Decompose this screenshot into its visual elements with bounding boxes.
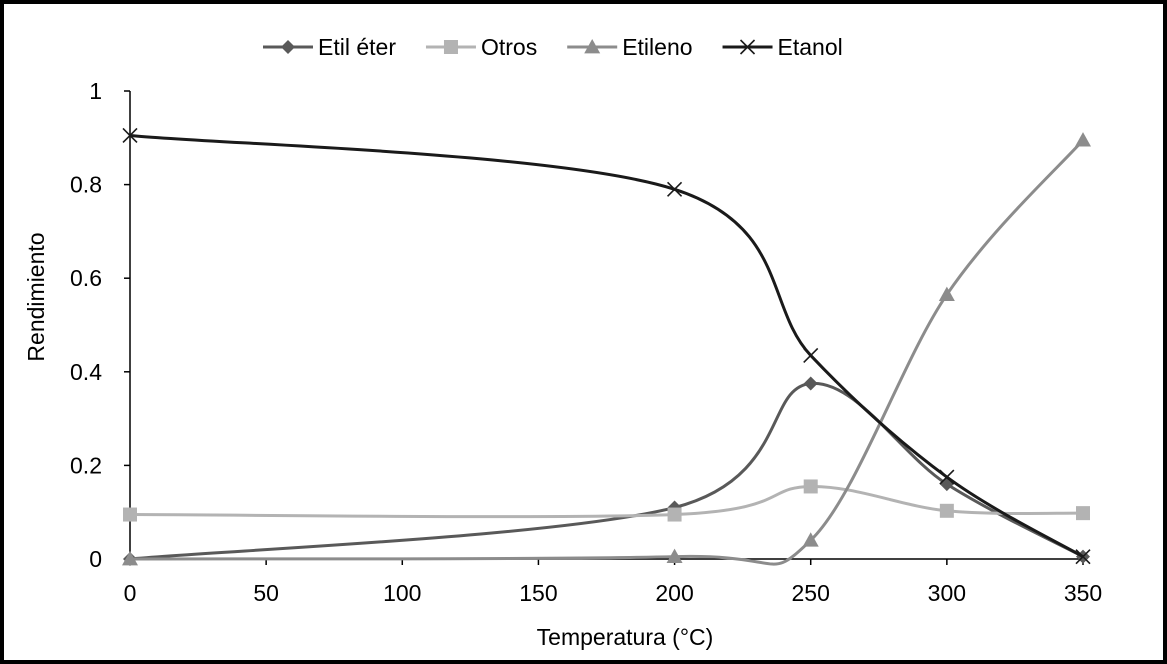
data-point-etil-ter <box>803 376 818 391</box>
legend-marker-etileno <box>584 39 601 54</box>
x-tick-label: 0 <box>124 580 137 606</box>
data-point-otros <box>123 507 137 522</box>
legend-marker-etanol <box>739 39 756 55</box>
legend-item-etileno: Etileno <box>567 34 693 60</box>
data-point-otros <box>667 507 682 522</box>
data-point-etanol <box>803 347 819 363</box>
y-tick-label: 0.8 <box>70 172 102 198</box>
data-point-etanol <box>122 127 138 144</box>
legend-label-etileno: Etileno <box>622 34 692 60</box>
x-tick-label: 250 <box>792 580 830 606</box>
data-point-otros <box>939 503 954 518</box>
legend: Etil éter Otros Etileno Etanol <box>263 34 843 60</box>
legend-marker-etil-ter <box>281 40 295 54</box>
series-line-etil-ter <box>129 381 1084 561</box>
legend-label-otros: Otros <box>481 34 537 60</box>
data-point-etanol <box>1075 549 1091 565</box>
y-tick-label: 0 <box>89 546 102 572</box>
series-line-otros <box>129 484 1084 519</box>
data-point-etileno <box>938 286 955 301</box>
data-point-etileno <box>666 548 683 564</box>
y-tick-label: 0.6 <box>70 265 102 291</box>
legend-item-etil-ter: Etil éter <box>263 34 396 60</box>
y-tick-label: 0.2 <box>70 452 102 478</box>
legend-item-etanol: Etanol <box>722 34 843 60</box>
data-point-otros <box>803 479 818 494</box>
legend-marker-otros <box>443 40 458 54</box>
series-line-etileno <box>129 139 1085 566</box>
data-point-etileno <box>802 532 819 547</box>
series-etileno <box>122 132 1091 566</box>
legend-label-etil-ter: Etil éter <box>318 34 396 60</box>
x-tick-label: 50 <box>253 580 279 606</box>
series-line-etanol <box>129 133 1084 558</box>
data-point-etileno <box>122 551 138 566</box>
series-otros <box>123 479 1090 522</box>
x-tick-label: 200 <box>655 580 693 606</box>
data-point-etileno <box>1075 132 1091 147</box>
legend-label-etanol: Etanol <box>778 34 843 60</box>
data-point-etil-ter <box>667 500 682 515</box>
data-point-otros <box>1076 506 1090 521</box>
x-tick-label: 150 <box>519 580 557 606</box>
series-etil-ter <box>123 376 1090 566</box>
series-etanol <box>122 127 1091 565</box>
y-tick-label: 0.4 <box>70 359 102 385</box>
x-axis-title: Temperatura (°C) <box>537 624 714 650</box>
x-tick-label: 300 <box>928 580 966 606</box>
series-layer <box>122 127 1091 566</box>
y-axis-title: Rendimiento <box>23 232 49 361</box>
x-tick-label: 350 <box>1064 580 1102 606</box>
x-tick-label: 100 <box>383 580 421 606</box>
legend-item-otros: Otros <box>425 34 537 60</box>
y-tick-label: 1 <box>89 78 102 104</box>
data-point-etanol <box>667 181 683 197</box>
axes: 0 0.2 0.4 0.6 0.8 1 0 50 100 150 200 250 300 350 <box>70 78 1102 606</box>
data-point-etanol <box>939 469 955 485</box>
